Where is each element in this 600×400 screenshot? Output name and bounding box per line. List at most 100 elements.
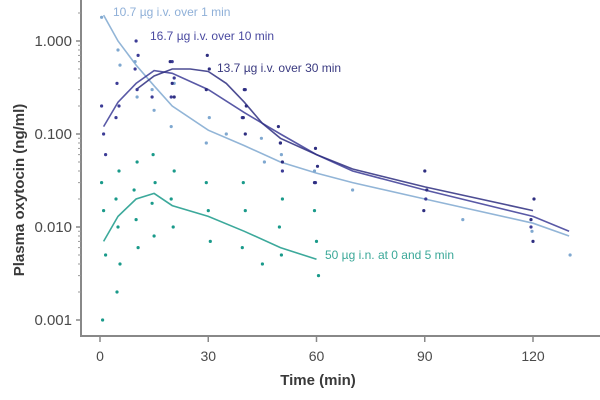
plot-points [100, 15, 572, 322]
data-point [529, 225, 533, 229]
data-point [204, 181, 208, 185]
data-point [116, 225, 120, 229]
data-point [104, 253, 108, 257]
data-point [132, 188, 136, 192]
x-tick-label: 30 [200, 348, 216, 364]
data-point [133, 67, 137, 71]
data-point [316, 274, 321, 278]
series-curve-2 [102, 69, 570, 233]
x-axis-ticks: 0 30 60 90 120 [96, 336, 545, 364]
data-point [568, 253, 572, 257]
data-point [314, 239, 319, 243]
x-tick-label: 60 [309, 348, 325, 364]
data-point [152, 108, 156, 112]
series-label-10min: 16.7 µg i.v. over 10 min [150, 29, 274, 43]
data-point [241, 116, 245, 120]
data-point [117, 169, 121, 173]
data-point [315, 164, 320, 168]
x-tick-label: 120 [521, 348, 545, 364]
data-point [170, 81, 174, 85]
data-point [104, 153, 108, 157]
data-point [115, 290, 119, 294]
y-axis-title: Plasma oxytocin (ng/ml) [11, 104, 28, 277]
data-point [134, 218, 138, 222]
data-point [312, 209, 317, 213]
data-point [100, 15, 104, 19]
data-point [206, 209, 210, 213]
data-point [277, 225, 281, 229]
data-point [280, 160, 284, 164]
y-tick-label: 1.000 [34, 33, 72, 50]
data-point [529, 218, 533, 222]
data-point [276, 125, 280, 129]
data-point [279, 153, 283, 157]
data-point [153, 181, 157, 185]
data-point [240, 246, 244, 250]
data-point [114, 116, 118, 120]
data-point [115, 81, 119, 85]
data-point [136, 246, 140, 250]
data-point [135, 88, 139, 92]
data-point [171, 225, 175, 229]
data-point [423, 169, 427, 173]
data-point [207, 67, 211, 71]
data-point [204, 141, 208, 145]
data-point [207, 116, 211, 120]
data-point [280, 197, 284, 201]
data-point [114, 197, 118, 201]
data-point [204, 88, 208, 92]
data-point [169, 95, 173, 99]
x-tick-label: 90 [417, 348, 433, 364]
data-point [279, 253, 283, 257]
data-point [133, 60, 137, 64]
data-point [351, 188, 355, 192]
data-point [118, 63, 122, 67]
data-point [134, 39, 138, 43]
y-tick-label: 0.100 [34, 126, 72, 143]
data-point [117, 104, 121, 108]
data-point [169, 197, 173, 201]
data-point [101, 318, 105, 322]
data-point [102, 132, 106, 136]
data-point [531, 239, 535, 243]
data-point [150, 95, 154, 99]
plot-curves [102, 14, 570, 261]
data-point [102, 209, 106, 213]
series-label-30min: 13.7 µg i.v. over 30 min [217, 61, 341, 75]
data-point [532, 197, 536, 201]
y-axis-ticks: 1.000 0.100 0.010 0.001 [34, 12, 81, 329]
data-point [172, 76, 176, 80]
data-point [135, 95, 139, 99]
data-point [150, 201, 154, 205]
series-label-intranasal: 50 µg i.n. at 0 and 5 min [325, 248, 454, 262]
data-point [260, 262, 264, 266]
y-tick-label: 0.010 [34, 219, 72, 236]
data-point [424, 197, 428, 201]
data-point [313, 146, 318, 150]
data-point [278, 141, 282, 145]
data-point [118, 262, 122, 266]
data-point [100, 104, 104, 108]
data-point [100, 181, 104, 185]
data-point [135, 160, 139, 164]
data-point [224, 132, 228, 136]
data-point [243, 132, 247, 136]
series-label-1min: 10.7 µg i.v. over 1 min [113, 5, 230, 19]
data-point [116, 48, 120, 52]
x-axis-title: Time (min) [280, 372, 356, 389]
data-point [172, 95, 176, 99]
series-curve-3 [135, 68, 534, 212]
data-point [242, 88, 246, 92]
data-point [244, 104, 248, 108]
data-point [168, 60, 172, 64]
y-tick-label: 0.001 [34, 312, 72, 329]
data-point [262, 160, 266, 164]
data-point [152, 234, 156, 238]
data-point [208, 239, 212, 243]
data-point [151, 153, 155, 157]
data-point [461, 218, 465, 222]
data-point [169, 125, 173, 129]
data-point [243, 209, 247, 213]
data-point [425, 188, 429, 192]
